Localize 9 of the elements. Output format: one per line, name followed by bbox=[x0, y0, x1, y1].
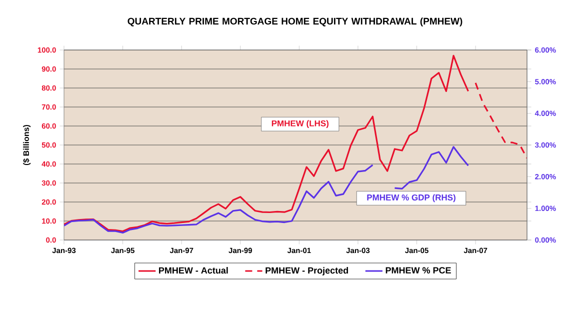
line-series bbox=[64, 54, 470, 232]
legend-label: PMHEW % PCE bbox=[386, 267, 451, 274]
line-series bbox=[474, 82, 528, 159]
legend-label: PMHEW - Projected bbox=[266, 266, 348, 276]
legend-label: PMHEW - Actual bbox=[159, 266, 228, 274]
chart-title: QUARTERLY PRIME MORTGAGE HOME EQUITY WITHDRAWAL (PMHEW) bbox=[128, 18, 462, 26]
annotation: PMHEW (LHS) bbox=[272, 120, 328, 128]
y-axis-title: ($ Billions) bbox=[22, 124, 31, 166]
annotation: PMHEW % GDP (RHS) bbox=[367, 194, 456, 202]
